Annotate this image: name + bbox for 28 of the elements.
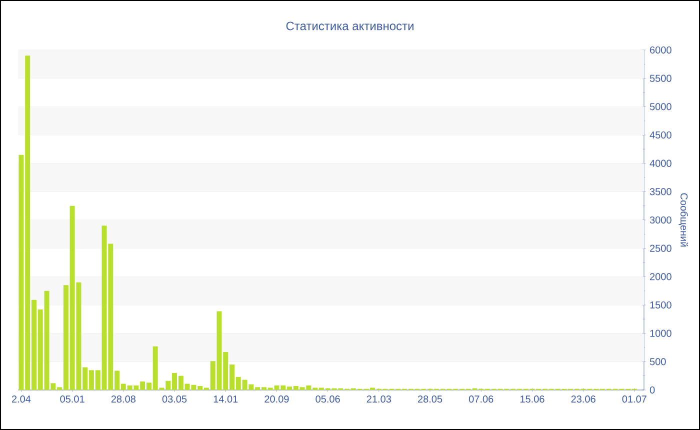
y-tick-label: 3000: [650, 216, 672, 224]
chart-title: Статистика активности: [286, 22, 414, 30]
y-axis-title: Сообщений: [678, 193, 688, 247]
y-tick-label: 2000: [650, 273, 672, 280]
x-tick-label: 03.05: [162, 396, 187, 403]
x-tick-label: 15.06: [520, 396, 544, 403]
x-tick-label: 28.08: [111, 396, 136, 403]
y-tick-label: 5500: [650, 74, 672, 82]
x-tick-label: 2.04: [12, 396, 31, 403]
x-tick-label: 21.03: [366, 396, 391, 403]
x-tick-label: 05.06: [316, 396, 340, 403]
y-tick-label: 1000: [650, 330, 672, 337]
y-tick-label: 2500: [650, 244, 672, 252]
y-tick-label: 500: [650, 358, 666, 366]
y-tick-label: 4500: [650, 131, 672, 139]
x-tick-label: 23.06: [571, 396, 596, 403]
y-tick-label: 6000: [650, 46, 672, 54]
x-tick-label: 14.01: [214, 396, 238, 403]
x-tick-label: 05.01: [60, 396, 84, 403]
x-tick-label: 07.06: [468, 396, 494, 403]
x-tick-label: 01.07: [622, 396, 646, 403]
y-tick-label: 4000: [650, 160, 672, 167]
y-tick-label: 5000: [650, 103, 672, 110]
x-tick-label: 20.09: [264, 396, 289, 403]
y-tick-label: 0: [650, 386, 655, 394]
x-tick-label: 28.05: [418, 396, 442, 403]
y-tick-label: 1500: [650, 301, 672, 309]
y-tick-label: 3500: [650, 188, 672, 196]
